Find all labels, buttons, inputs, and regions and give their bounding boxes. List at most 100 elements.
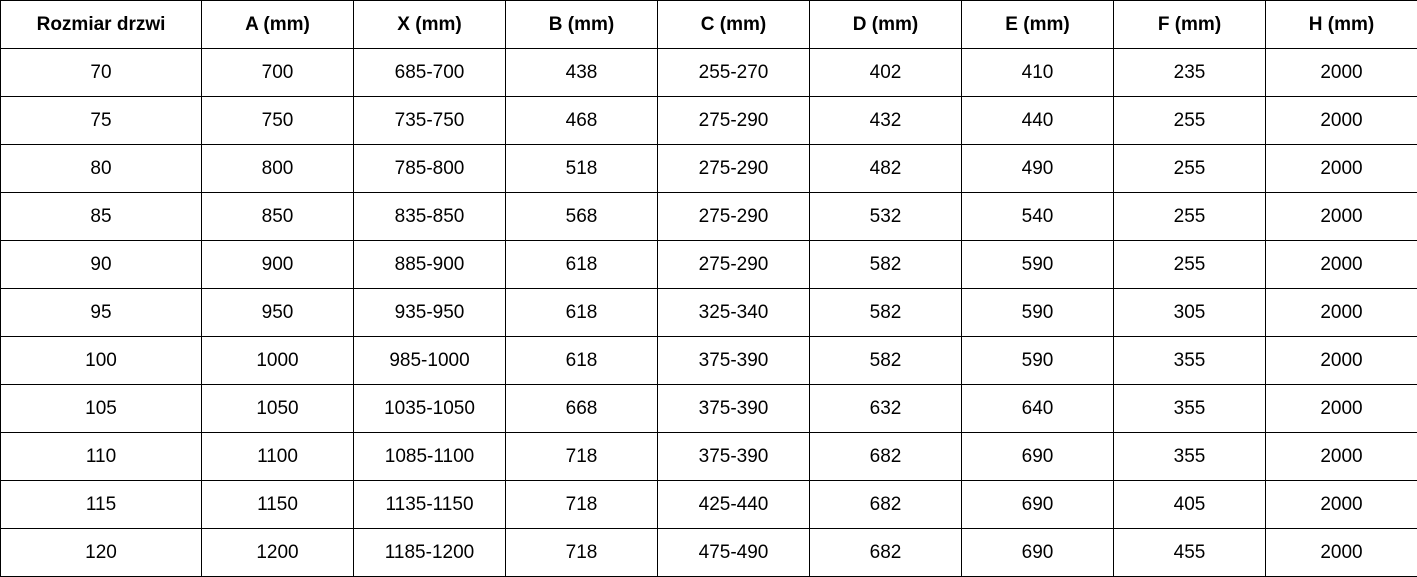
- table-row: 110 1100 1085-1100 718 375-390 682 690 355 2000: [0, 432, 1417, 481]
- table-cell: 700: [201, 48, 354, 97]
- table-row: 105 1050 1035-1050 668 375-390 632 640 355 2000: [0, 384, 1417, 433]
- table-cell: 618: [505, 240, 658, 289]
- table-cell: 1185-1200: [353, 528, 506, 577]
- row-size-cell: 100: [0, 336, 202, 385]
- table-cell: 482: [809, 144, 962, 193]
- column-header: X (mm): [353, 0, 506, 49]
- table-cell: 255: [1113, 144, 1266, 193]
- table-cell: 440: [961, 96, 1114, 145]
- table-cell: 2000: [1265, 528, 1417, 577]
- table-cell: 305: [1113, 288, 1266, 337]
- table-cell: 618: [505, 288, 658, 337]
- column-header: F (mm): [1113, 0, 1266, 49]
- table-cell: 718: [505, 432, 658, 481]
- row-size-cell: 90: [0, 240, 202, 289]
- table-cell: 275-290: [657, 144, 810, 193]
- table-cell: 410: [961, 48, 1114, 97]
- table-cell: 2000: [1265, 336, 1417, 385]
- column-header: A (mm): [201, 0, 354, 49]
- table-cell: 2000: [1265, 144, 1417, 193]
- table-cell: 1000: [201, 336, 354, 385]
- table-row: 80 800 785-800 518 275-290 482 490 255 2000: [0, 144, 1417, 193]
- table-cell: 682: [809, 480, 962, 529]
- table-cell: 885-900: [353, 240, 506, 289]
- table-cell: 2000: [1265, 96, 1417, 145]
- table-cell: 325-340: [657, 288, 810, 337]
- column-header: B (mm): [505, 0, 658, 49]
- table-cell: 255: [1113, 192, 1266, 241]
- table-cell: 1100: [201, 432, 354, 481]
- table-cell: 632: [809, 384, 962, 433]
- table-cell: 750: [201, 96, 354, 145]
- table-cell: 2000: [1265, 240, 1417, 289]
- table-row: 90 900 885-900 618 275-290 582 590 255 2000: [0, 240, 1417, 289]
- table-row: 115 1150 1135-1150 718 425-440 682 690 405 2000: [0, 480, 1417, 529]
- column-header: C (mm): [657, 0, 810, 49]
- table-cell: 590: [961, 336, 1114, 385]
- table-cell: 682: [809, 432, 962, 481]
- table-cell: 835-850: [353, 192, 506, 241]
- row-size-cell: 80: [0, 144, 202, 193]
- table-cell: 718: [505, 480, 658, 529]
- table-row: 75 750 735-750 468 275-290 432 440 255 2000: [0, 96, 1417, 145]
- table-cell: 2000: [1265, 384, 1417, 433]
- table-cell: 2000: [1265, 288, 1417, 337]
- table-cell: 590: [961, 240, 1114, 289]
- column-header: E (mm): [961, 0, 1114, 49]
- table-cell: 1135-1150: [353, 480, 506, 529]
- column-header: D (mm): [809, 0, 962, 49]
- table-cell: 375-390: [657, 336, 810, 385]
- table-cell: 425-440: [657, 480, 810, 529]
- table-cell: 275-290: [657, 240, 810, 289]
- table-cell: 475-490: [657, 528, 810, 577]
- table-cell: 690: [961, 528, 1114, 577]
- table-cell: 355: [1113, 432, 1266, 481]
- table-cell: 690: [961, 432, 1114, 481]
- table-cell: 985-1000: [353, 336, 506, 385]
- table-cell: 375-390: [657, 384, 810, 433]
- table-cell: 540: [961, 192, 1114, 241]
- row-size-cell: 85: [0, 192, 202, 241]
- table-cell: 355: [1113, 336, 1266, 385]
- row-size-cell: 120: [0, 528, 202, 577]
- table-cell: 785-800: [353, 144, 506, 193]
- table-cell: 375-390: [657, 432, 810, 481]
- row-size-cell: 75: [0, 96, 202, 145]
- table-cell: 690: [961, 480, 1114, 529]
- table-cell: 1200: [201, 528, 354, 577]
- column-header: Rozmiar drzwi: [0, 0, 202, 49]
- table-cell: 800: [201, 144, 354, 193]
- table-cell: 582: [809, 336, 962, 385]
- table-row: 70 700 685-700 438 255-270 402 410 235 2000: [0, 48, 1417, 97]
- table-cell: 405: [1113, 480, 1266, 529]
- table-cell: 582: [809, 288, 962, 337]
- table-cell: 518: [505, 144, 658, 193]
- table-cell: 1150: [201, 480, 354, 529]
- table-cell: 935-950: [353, 288, 506, 337]
- table-cell: 438: [505, 48, 658, 97]
- table-cell: 490: [961, 144, 1114, 193]
- column-header: H (mm): [1265, 0, 1417, 49]
- table-cell: 850: [201, 192, 354, 241]
- table-cell: 255: [1113, 96, 1266, 145]
- table-cell: 668: [505, 384, 658, 433]
- table-row: 100 1000 985-1000 618 375-390 582 590 355 2000: [0, 336, 1417, 385]
- table-cell: 2000: [1265, 48, 1417, 97]
- table-cell: 532: [809, 192, 962, 241]
- row-size-cell: 95: [0, 288, 202, 337]
- table-cell: 568: [505, 192, 658, 241]
- table-cell: 355: [1113, 384, 1266, 433]
- table-header: Rozmiar drzwi A (mm) X (mm) B (mm) C (mm) D (…: [0, 0, 1417, 49]
- table-cell: 1035-1050: [353, 384, 506, 433]
- table-row: 85 850 835-850 568 275-290 532 540 255 2000: [0, 192, 1417, 241]
- table-cell: 590: [961, 288, 1114, 337]
- table-cell: 468: [505, 96, 658, 145]
- table-cell: 1050: [201, 384, 354, 433]
- table-cell: 402: [809, 48, 962, 97]
- table-cell: 682: [809, 528, 962, 577]
- table-cell: 455: [1113, 528, 1266, 577]
- row-size-cell: 110: [0, 432, 202, 481]
- row-size-cell: 105: [0, 384, 202, 433]
- table-row: 120 1200 1185-1200 718 475-490 682 690 455 2000: [0, 528, 1417, 577]
